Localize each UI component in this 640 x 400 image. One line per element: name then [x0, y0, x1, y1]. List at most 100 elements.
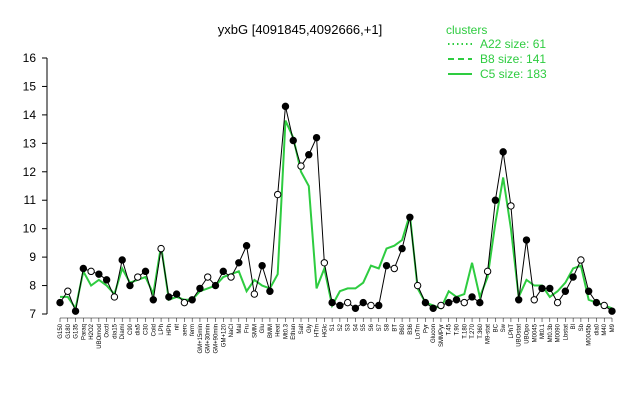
x-tick-label: M9: [610, 323, 616, 332]
x-tick-label: SMM: [252, 324, 258, 338]
data-point: [289, 136, 297, 145]
data-point: [546, 284, 554, 293]
x-tick-label: G150: [58, 323, 64, 338]
data-point: [219, 267, 227, 276]
data-point: [491, 196, 500, 204]
data-point: [118, 256, 126, 264]
x-tick-label: LPh: [159, 324, 165, 335]
data-point: [608, 307, 616, 315]
x-tick-label: Fru: [245, 324, 251, 333]
x-tick-label: dia0: [594, 323, 600, 335]
data-point: [538, 284, 546, 293]
series-line-green: [60, 120, 613, 311]
x-tick-label: dia5: [136, 323, 142, 335]
x-tick-label: Cold: [151, 324, 157, 336]
data-point: [64, 287, 72, 295]
data-point: [56, 298, 64, 307]
data-point: [250, 290, 259, 298]
data-point: [483, 267, 492, 276]
x-tick-label: UBOmod: [97, 324, 103, 349]
x-tick-label: S6: [369, 323, 375, 331]
y-tick-label: 11: [24, 193, 37, 207]
x-tick-label: UBOpo: [524, 323, 530, 343]
x-tick-label: B60: [400, 323, 406, 334]
x-tick-label: Heat: [276, 324, 282, 337]
x-tick-label: Pyr: [423, 324, 429, 333]
data-point: [134, 273, 142, 281]
x-tick-label: BMM: [268, 324, 274, 338]
x-tick-label: Mt0.1: [540, 323, 546, 339]
data-point: [375, 301, 383, 310]
data-point: [522, 236, 531, 244]
x-tick-label: GM+30min: [206, 324, 212, 354]
data-point: [592, 298, 601, 307]
x-tick-label: C90: [128, 323, 134, 335]
data-point: [359, 298, 367, 307]
x-tick-label: M0045: [532, 323, 538, 342]
x-tick-label: M40: [602, 323, 608, 335]
legend-label: A22 size: 61: [480, 37, 546, 51]
x-tick-label: Sb: [579, 323, 585, 331]
data-point: [499, 148, 507, 156]
data-point: [320, 259, 329, 267]
x-tick-label: UBOstat: [517, 324, 523, 347]
data-point: [87, 267, 95, 276]
y-tick-label: 8: [29, 279, 36, 293]
data-point: [102, 276, 111, 284]
y-tick-label: 14: [23, 108, 37, 122]
data-point: [460, 298, 468, 307]
legend-label: C5 size: 183: [480, 67, 547, 81]
y-tick-label: 15: [23, 79, 37, 93]
data-point: [227, 273, 235, 281]
x-tick-label: C30: [144, 323, 150, 335]
x-tick-label: HPh: [167, 324, 173, 336]
x-tick-label: aero: [182, 323, 188, 336]
chart-title: yxbG [4091845,4092666,+1]: [218, 22, 382, 37]
x-tick-label: GM+15min: [198, 324, 204, 354]
x-tick-label: S5: [361, 323, 367, 331]
x-tick-label: T.180: [462, 323, 468, 338]
data-point: [258, 261, 266, 270]
x-tick-label: B36: [408, 323, 414, 334]
x-tick-label: T.270: [470, 323, 476, 338]
data-point: [165, 293, 173, 301]
data-point: [211, 281, 220, 290]
x-tick-label: Salt: [299, 324, 305, 335]
x-tick-label: S3: [346, 323, 352, 331]
data-point: [266, 287, 274, 295]
data-point: [476, 298, 484, 307]
x-tick-label: Glu: [260, 324, 266, 333]
x-tick-label: S8: [385, 323, 391, 331]
x-tick-label: M9-stat: [486, 324, 492, 344]
data-point: [413, 281, 422, 290]
data-point: [79, 264, 88, 273]
data-point: [188, 296, 196, 304]
x-tick-label: S1: [330, 323, 336, 331]
x-tick-label: Oxctl: [105, 324, 111, 338]
y-tick-label: 9: [29, 250, 36, 264]
data-point: [600, 301, 608, 310]
data-point: [95, 270, 103, 278]
x-tick-label: LoTm: [416, 324, 422, 339]
x-tick-label: BC: [493, 323, 499, 332]
data-point: [429, 304, 437, 313]
x-tick-label: Mt0.3: [283, 323, 289, 339]
data-point: [437, 301, 445, 310]
x-tick-label: S7: [377, 323, 383, 331]
legend-label: B8 size: 141: [480, 52, 546, 66]
x-tick-label: Mt0.3b: [548, 323, 554, 342]
data-point: [398, 244, 406, 253]
x-tick-label: ferm: [190, 324, 196, 336]
data-point: [126, 281, 134, 290]
x-ticks: G150 G180 G135 Paraq H2O2 UBOmod Oxctl dia15 Dia…: [58, 317, 616, 354]
data-point: [382, 261, 391, 270]
x-tick-label: G135: [74, 323, 80, 338]
y-ticks: 7 8 9 10 11 12 13 14 15 16: [23, 51, 47, 321]
data-point: [569, 273, 577, 281]
data-point: [445, 298, 453, 307]
data-point: [343, 298, 352, 307]
y-tick-label: 12: [23, 165, 37, 179]
data-point: [141, 267, 150, 276]
series-line-black: [59, 106, 613, 313]
